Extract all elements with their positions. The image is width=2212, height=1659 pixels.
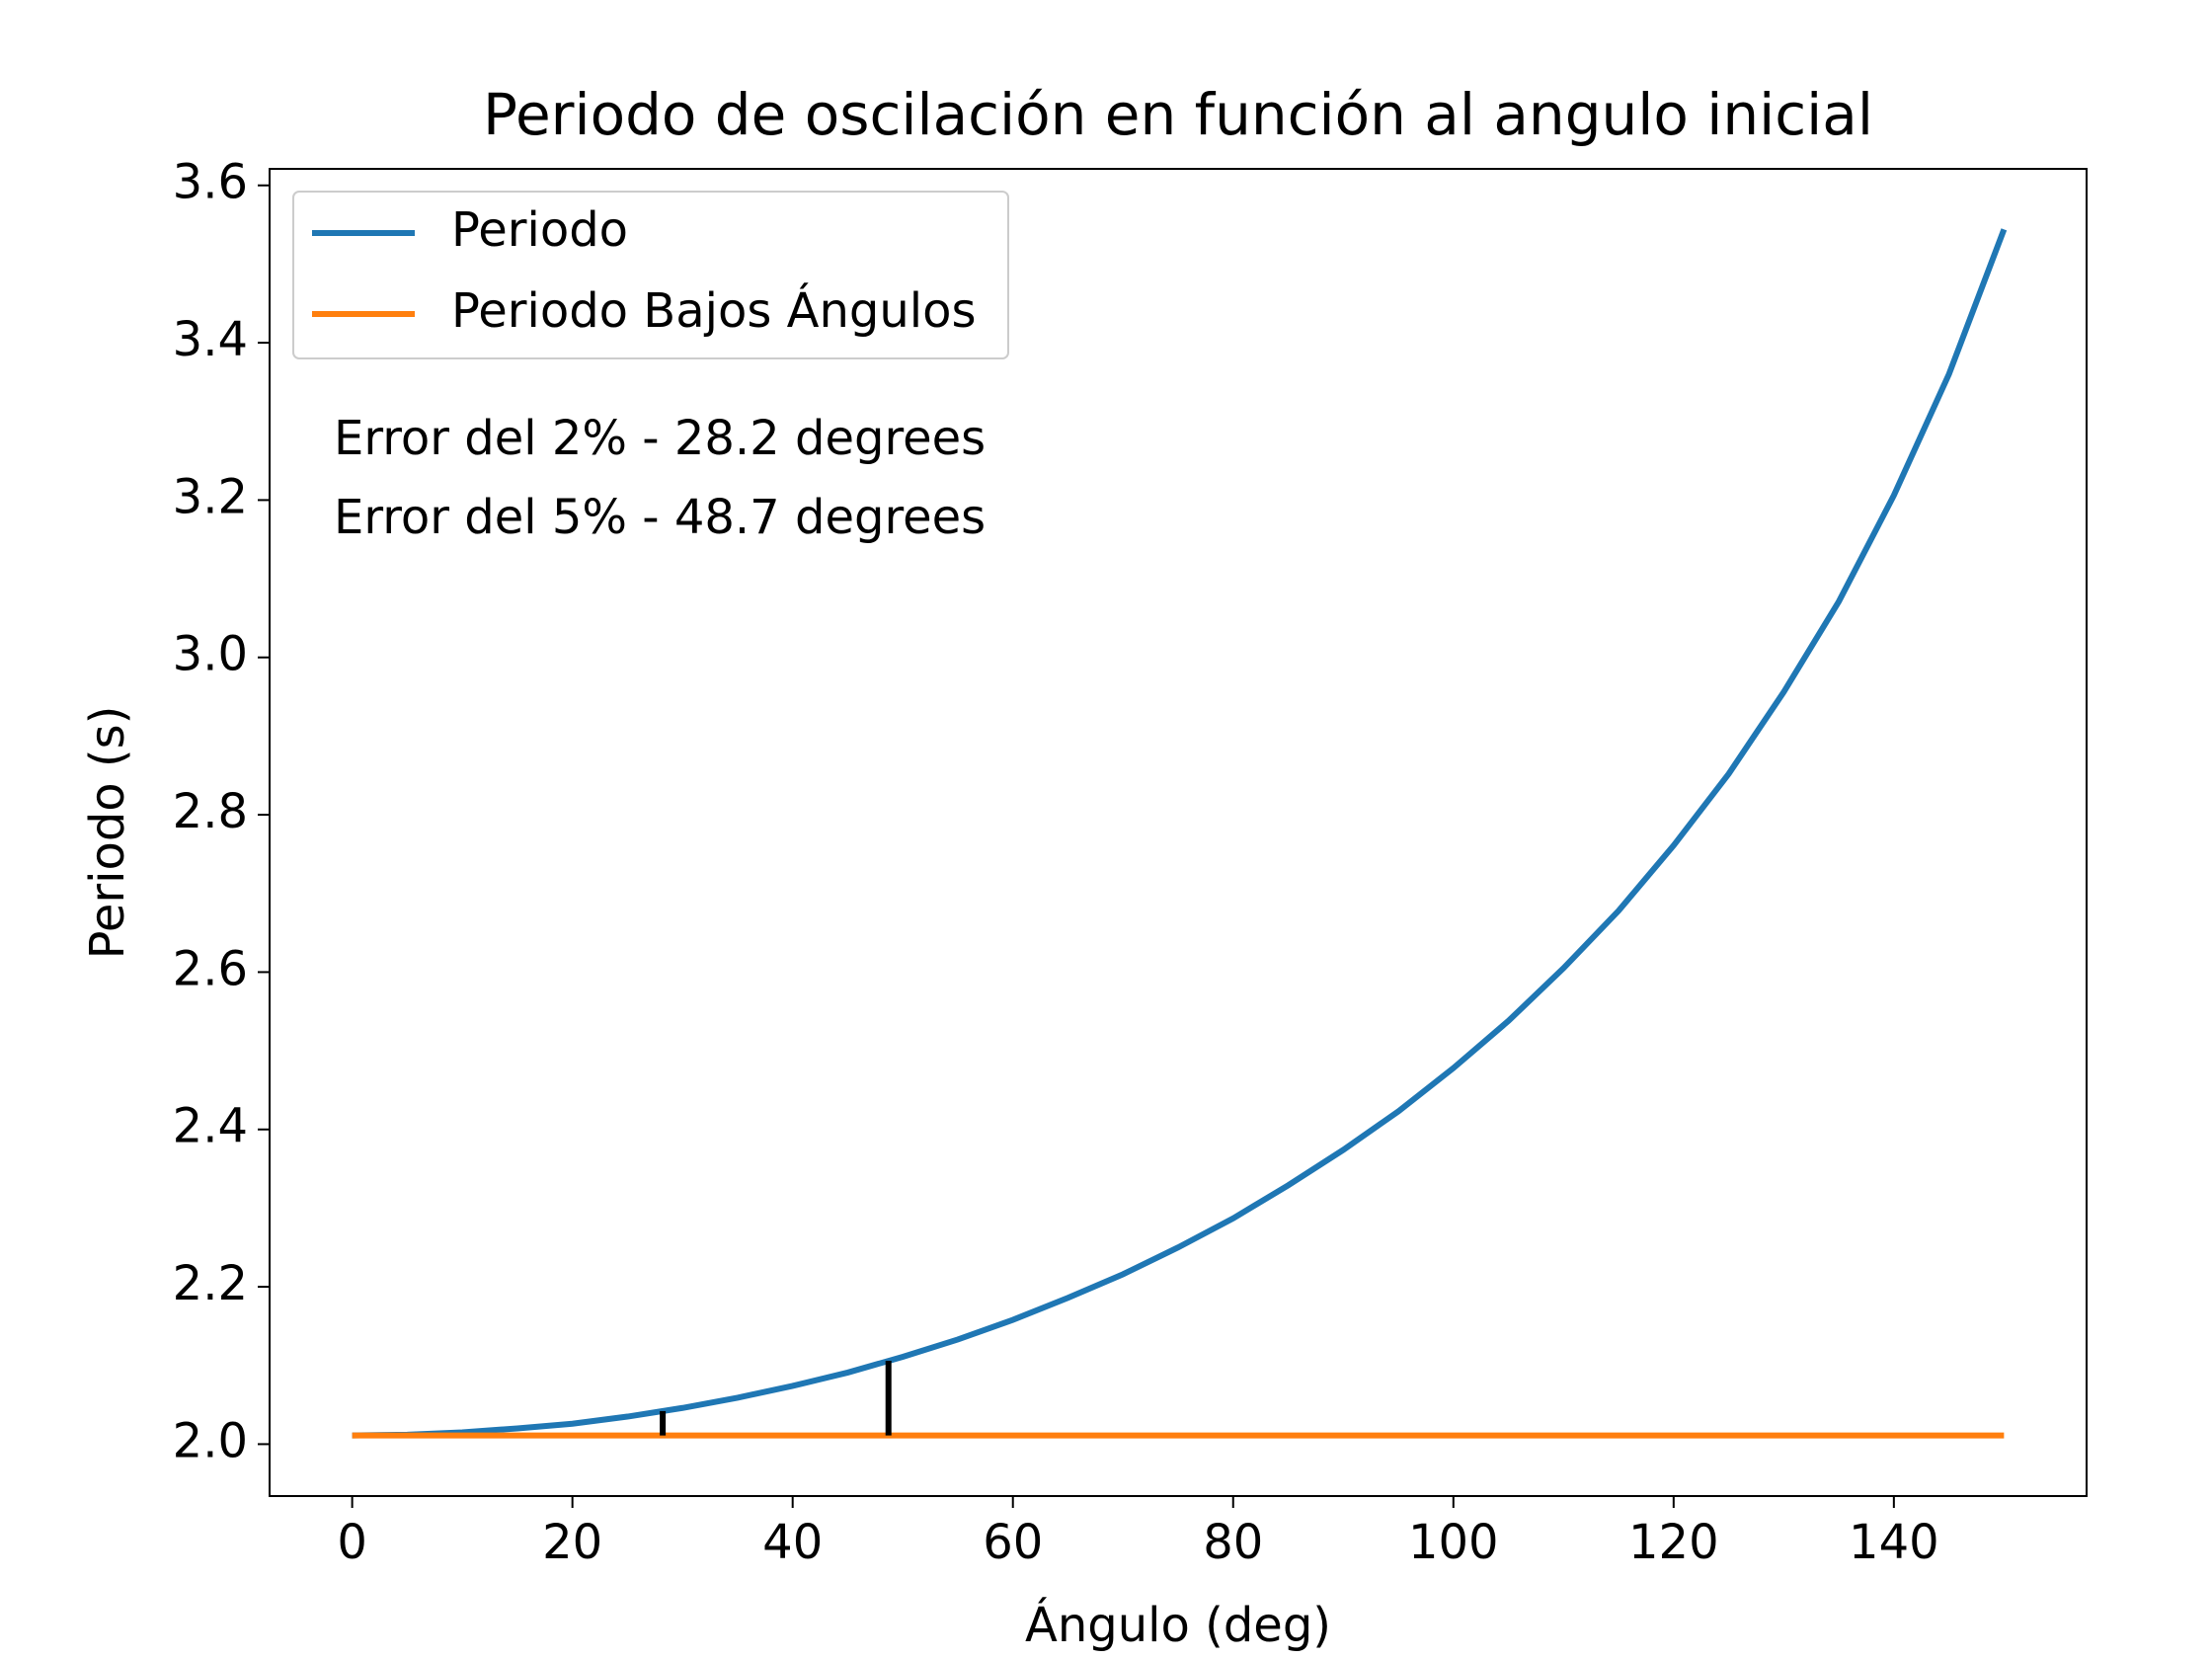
x-tick-label: 100 bbox=[1408, 1515, 1499, 1570]
legend-label: Periodo bbox=[451, 202, 628, 258]
x-axis-label: Ángulo (deg) bbox=[1025, 1597, 1331, 1653]
x-tick-label: 0 bbox=[337, 1515, 367, 1570]
legend-box bbox=[292, 191, 1009, 359]
axes-frame bbox=[269, 168, 2088, 1497]
annotation: Error del 2% - 28.2 degrees bbox=[334, 411, 986, 466]
y-tick-label: 2.0 bbox=[173, 1413, 248, 1468]
annotation: Error del 5% - 48.7 degrees bbox=[334, 490, 986, 545]
x-tick-label: 60 bbox=[983, 1515, 1043, 1570]
y-tick-label: 2.4 bbox=[173, 1099, 248, 1154]
line-series bbox=[352, 228, 2008, 1439]
y-tick-label: 3.2 bbox=[173, 469, 248, 524]
y-tick-label: 3.4 bbox=[173, 312, 248, 367]
y-axis-label: Periodo (s) bbox=[80, 706, 135, 960]
x-tick-label: 80 bbox=[1203, 1515, 1263, 1570]
x-tick-label: 20 bbox=[542, 1515, 602, 1570]
x-tick-label: 140 bbox=[1849, 1515, 1939, 1570]
legend-label: Periodo Bajos Ángulos bbox=[451, 282, 976, 339]
y-tick-label: 2.6 bbox=[173, 941, 248, 996]
chart-title: Periodo de oscilación en función al angu… bbox=[483, 81, 1873, 148]
y-tick-label: 2.8 bbox=[173, 784, 248, 839]
x-tick-label: 40 bbox=[762, 1515, 823, 1570]
x-tick-label: 120 bbox=[1628, 1515, 1719, 1570]
y-tick-label: 2.2 bbox=[173, 1256, 248, 1311]
y-tick-label: 3.6 bbox=[173, 155, 248, 210]
y-tick-label: 3.0 bbox=[173, 627, 248, 682]
